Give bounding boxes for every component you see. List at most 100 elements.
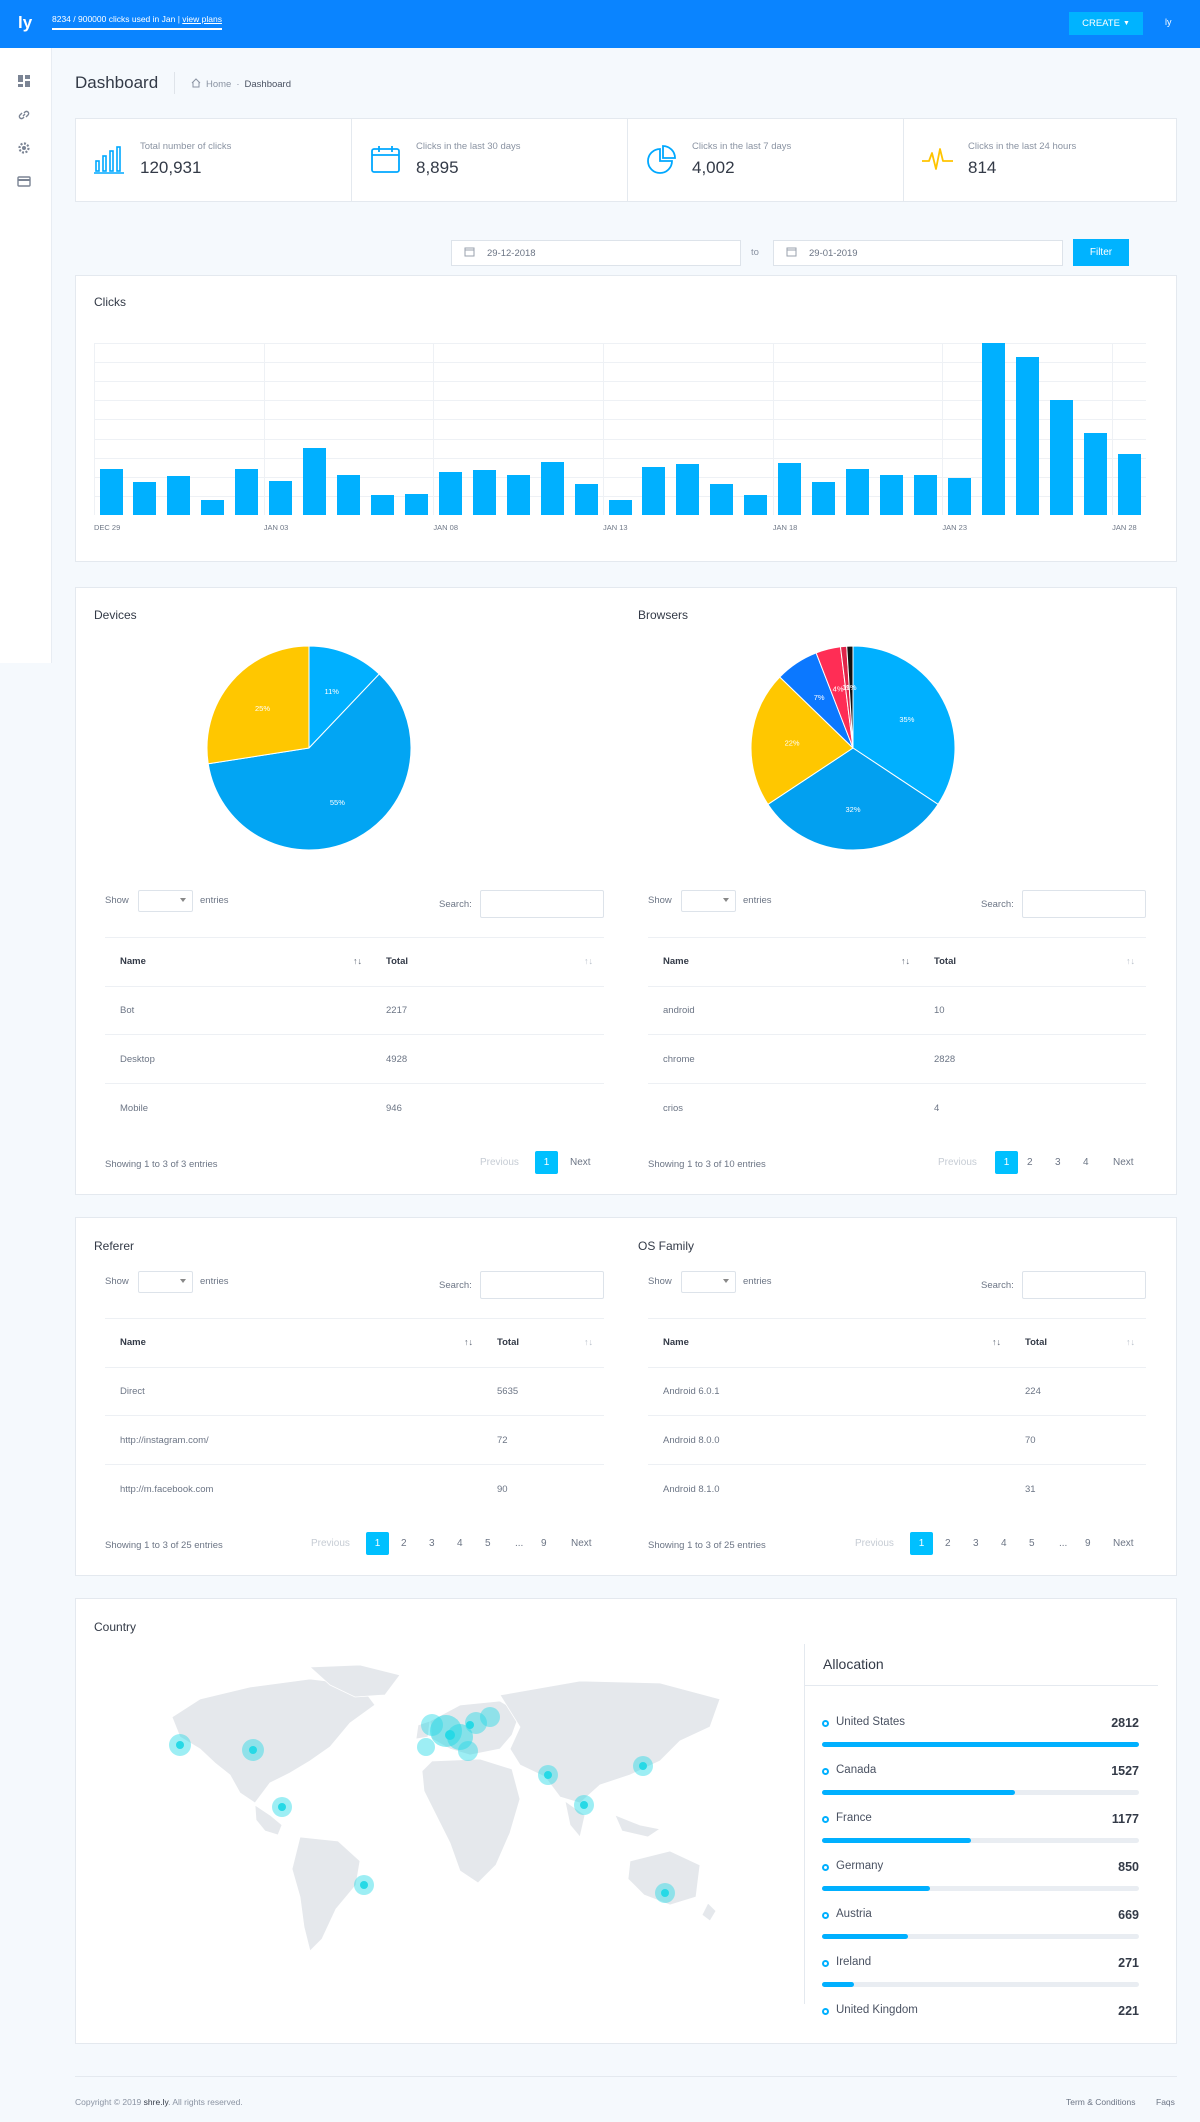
column-header-name[interactable]: Name [663,1337,689,1348]
chart-bar[interactable] [812,481,836,515]
column-header-name[interactable]: Name [663,956,689,967]
chart-bar[interactable] [880,474,903,515]
column-header-total[interactable]: Total [386,956,408,967]
search-input[interactable] [1022,890,1146,918]
chart-bar[interactable] [574,484,598,515]
entries-select[interactable] [138,890,193,912]
date-to-input[interactable]: 29-01-2019 [773,240,1063,266]
pagination-next[interactable]: Next [571,1538,592,1549]
chart-bar[interactable] [269,480,293,515]
entries-select[interactable] [681,1271,736,1293]
chart-bar[interactable] [404,494,428,515]
chart-bar[interactable] [540,461,564,515]
sort-icon[interactable]: ↑↓ [1126,1337,1135,1347]
chart-bar[interactable] [438,472,462,515]
chart-bar[interactable] [676,464,700,515]
pagination-page[interactable]: 3 [1055,1157,1061,1168]
pagination-page[interactable]: 9 [541,1538,547,1549]
view-plans-link[interactable]: view plans [182,14,222,24]
chart-bar[interactable] [913,474,937,515]
pagination-page[interactable]: 1 [535,1151,558,1174]
column-header-total[interactable]: Total [934,956,956,967]
pie-slice[interactable] [206,645,310,765]
chart-bar[interactable] [371,495,394,515]
chart-bar[interactable] [472,470,496,515]
link-icon[interactable] [17,108,33,124]
pie-slice[interactable] [308,645,380,750]
column-header-total[interactable]: Total [497,1337,519,1348]
sort-icon[interactable]: ↑↓ [992,1337,1001,1347]
chart-bar[interactable] [1083,433,1107,515]
column-header-name[interactable]: Name [120,1337,146,1348]
pie-slice[interactable] [750,676,854,806]
chart-bar[interactable] [642,466,666,515]
sort-icon[interactable]: ↑↓ [901,956,910,966]
pagination-page[interactable]: 4 [457,1538,463,1549]
column-header-total[interactable]: Total [1025,1337,1047,1348]
pagination-page[interactable]: 3 [973,1538,979,1549]
pie-slice[interactable] [767,747,939,851]
chart-bar[interactable] [846,468,869,515]
chart-bar[interactable] [133,482,157,515]
chart-bar[interactable] [201,499,225,515]
chart-bar[interactable] [235,468,259,515]
chart-bar[interactable] [337,474,360,515]
pagination-next[interactable]: Next [1113,1157,1134,1168]
chart-bar[interactable] [506,475,530,515]
sort-icon[interactable]: ↑↓ [464,1337,473,1347]
pagination-page[interactable]: 4 [1001,1538,1007,1549]
pagination-page[interactable]: 1 [995,1151,1018,1174]
chart-bar[interactable] [608,500,632,515]
column-header-name[interactable]: Name [120,956,146,967]
chart-bar[interactable] [710,484,734,515]
pagination-page[interactable]: 2 [1027,1157,1033,1168]
pagination-page[interactable]: 5 [485,1538,491,1549]
breadcrumb-home[interactable]: Home [206,79,232,90]
sort-icon[interactable]: ↑↓ [584,956,593,966]
sort-icon[interactable]: ↑↓ [1126,956,1135,966]
pagination-previous[interactable]: Previous [480,1157,519,1168]
chart-bar[interactable] [167,476,191,515]
chart-bar[interactable] [778,462,802,515]
chart-bar[interactable] [99,469,123,515]
pagination-page[interactable]: 1 [366,1532,389,1555]
brand-link[interactable]: shre.ly [143,2097,169,2107]
pagination-page[interactable]: 2 [401,1538,407,1549]
pagination-page[interactable]: 2 [945,1538,951,1549]
user-menu[interactable]: ly [1165,17,1172,27]
pagination-page[interactable]: 5 [1029,1538,1035,1549]
date-from-input[interactable]: 29-12-2018 [451,240,741,266]
search-input[interactable] [1022,1271,1146,1299]
pagination-previous[interactable]: Previous [311,1538,350,1549]
filter-button[interactable]: Filter [1073,239,1129,266]
chart-bar[interactable] [1117,453,1141,515]
search-input[interactable] [480,890,604,918]
pie-slice[interactable] [207,673,412,851]
entries-select[interactable] [681,890,736,912]
chart-bar[interactable] [981,343,1005,515]
entries-select[interactable] [138,1271,193,1293]
create-button[interactable]: CREATE ▼ [1069,12,1143,35]
chart-bar[interactable] [303,447,327,515]
pagination-next[interactable]: Next [570,1157,591,1168]
search-input[interactable] [480,1271,604,1299]
pagination-page[interactable]: 9 [1085,1538,1091,1549]
pagination-page[interactable]: 3 [429,1538,435,1549]
pie-slice[interactable] [846,645,854,749]
faqs-link[interactable]: Faqs [1156,2097,1175,2107]
pagination-page[interactable]: 1 [910,1532,933,1555]
chart-bar[interactable] [1049,399,1073,515]
gear-icon[interactable] [17,141,33,157]
card-icon[interactable] [17,174,33,190]
chart-bar[interactable] [744,495,768,515]
pagination-next[interactable]: Next [1113,1538,1134,1549]
sort-icon[interactable]: ↑↓ [353,956,362,966]
chart-bar[interactable] [947,478,971,515]
pagination-previous[interactable]: Previous [855,1538,894,1549]
terms-link[interactable]: Term & Conditions [1066,2097,1136,2107]
sort-icon[interactable]: ↑↓ [584,1337,593,1347]
chart-bar[interactable] [1015,356,1039,515]
pagination-page[interactable]: 4 [1083,1157,1089,1168]
pagination-previous[interactable]: Previous [938,1157,977,1168]
logo[interactable]: ly [18,13,33,32]
